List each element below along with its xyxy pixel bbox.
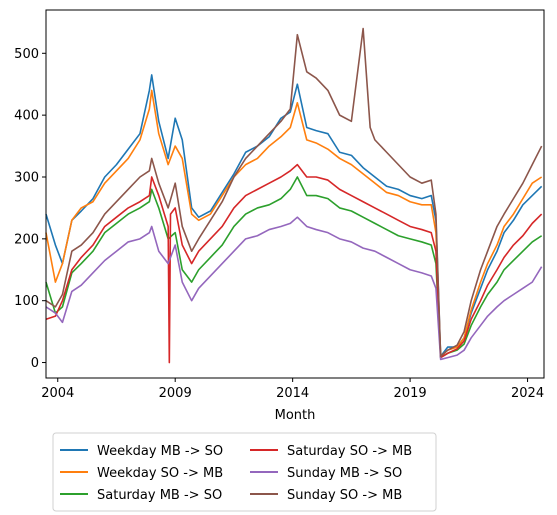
series-line-5: [45, 216, 543, 361]
y-axis: 0 100 200 300 400 500: [14, 47, 46, 371]
series-line-3: [45, 176, 543, 359]
legend: Weekday MB -> SO Weekday SO -> MB Saturday…: [52, 432, 437, 512]
series-line-4: [45, 163, 543, 364]
legend-label-2: Weekday SO -> MB: [97, 466, 223, 481]
legend-label-3: Saturday MB -> SO: [97, 488, 222, 503]
legend-label-4: Saturday SO -> MB: [287, 444, 412, 459]
x-tick-label: 2004: [41, 386, 74, 401]
legend-label-1: Weekday MB -> SO: [97, 444, 223, 459]
x-tick-label: 2009: [159, 386, 192, 401]
legend-label-5: Sunday MB -> SO: [287, 466, 402, 481]
plot-lines: [45, 27, 543, 364]
plot-frame: [45, 9, 545, 379]
y-tick-label: 300: [14, 170, 39, 185]
y-tick-label: 200: [14, 232, 39, 247]
y-tick-label: 0: [31, 356, 39, 371]
y-tick-label: 500: [14, 47, 39, 62]
x-tick-label: 2024: [511, 386, 544, 401]
legend-box: [52, 432, 437, 512]
x-tick-label: 2014: [276, 386, 309, 401]
x-axis: 2004 2009 2014 2019 2024: [41, 378, 544, 401]
x-tick-label: 2019: [394, 386, 427, 401]
series-line-2: [45, 89, 543, 358]
legend-label-6: Sunday SO -> MB: [287, 488, 402, 503]
y-tick-label: 400: [14, 109, 39, 124]
series-line-6: [45, 27, 543, 358]
y-tick-label: 100: [14, 294, 39, 309]
x-axis-title: Month: [275, 408, 316, 423]
